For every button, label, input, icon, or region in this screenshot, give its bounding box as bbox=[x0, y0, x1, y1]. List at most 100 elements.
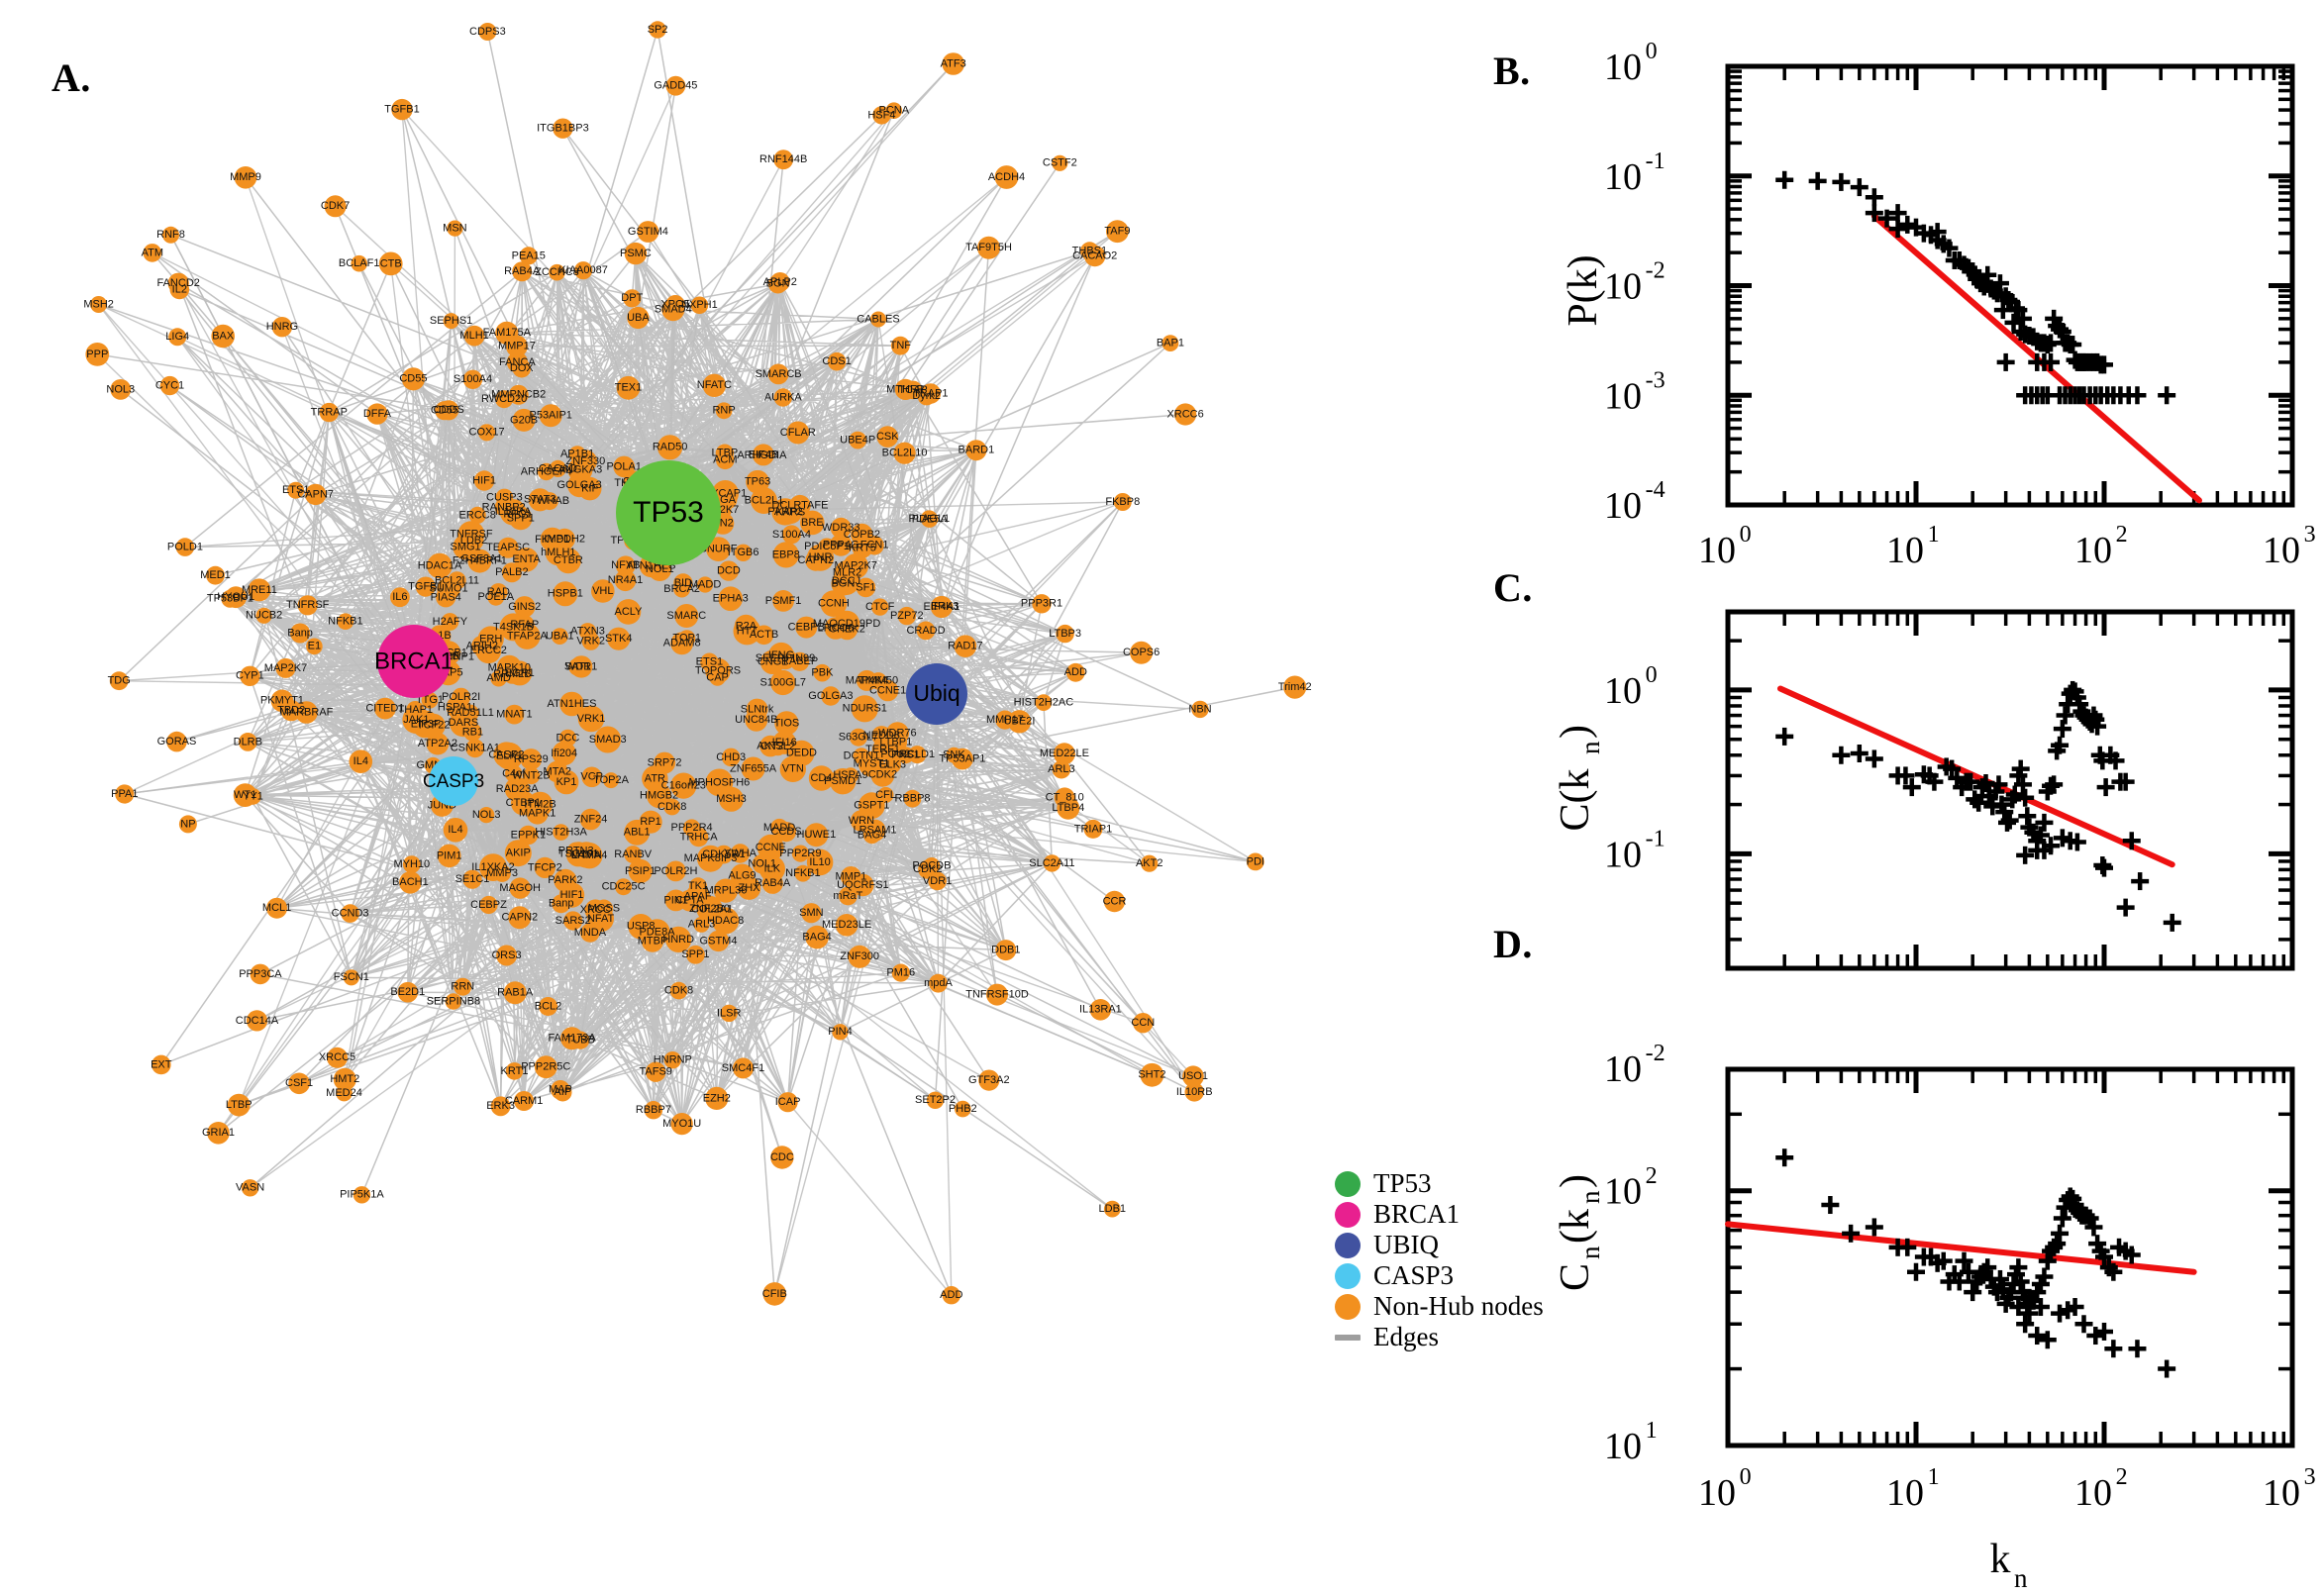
network-node[interactable] bbox=[805, 549, 827, 571]
network-node[interactable] bbox=[657, 435, 683, 460]
network-node[interactable] bbox=[986, 983, 1008, 1006]
network-node[interactable] bbox=[795, 616, 818, 639]
network-node[interactable] bbox=[594, 726, 622, 753]
network-node[interactable] bbox=[977, 236, 1000, 259]
network-node[interactable] bbox=[508, 384, 529, 405]
network-node[interactable] bbox=[241, 1179, 259, 1197]
network-node[interactable] bbox=[246, 1010, 268, 1032]
network-node[interactable] bbox=[1043, 854, 1061, 872]
network-node[interactable] bbox=[916, 621, 936, 641]
network-node[interactable] bbox=[421, 692, 439, 709]
network-node[interactable] bbox=[445, 993, 462, 1010]
network-node[interactable] bbox=[591, 579, 615, 603]
network-node[interactable] bbox=[1080, 242, 1099, 260]
network-node[interactable] bbox=[462, 869, 482, 889]
network-node[interactable] bbox=[454, 977, 472, 996]
network-node[interactable] bbox=[721, 748, 741, 767]
network-node[interactable] bbox=[942, 52, 964, 75]
network-node[interactable] bbox=[502, 664, 522, 684]
network-node[interactable] bbox=[490, 670, 507, 687]
network-node[interactable] bbox=[568, 446, 586, 462]
network-node[interactable] bbox=[995, 710, 1015, 730]
network-node[interactable] bbox=[872, 106, 891, 125]
network-node[interactable] bbox=[674, 604, 699, 628]
network-node[interactable] bbox=[478, 424, 496, 442]
network-node[interactable] bbox=[211, 324, 235, 349]
network-node[interactable] bbox=[587, 905, 614, 933]
network-node[interactable] bbox=[693, 916, 710, 933]
hub-node-tp53[interactable] bbox=[616, 460, 721, 565]
network-node[interactable] bbox=[705, 1086, 729, 1110]
network-node[interactable] bbox=[624, 846, 643, 863]
network-node[interactable] bbox=[280, 700, 302, 722]
network-node[interactable] bbox=[539, 404, 562, 428]
network-node[interactable] bbox=[884, 756, 901, 773]
network-node[interactable] bbox=[574, 261, 593, 280]
network-node[interactable] bbox=[754, 447, 770, 463]
network-node[interactable] bbox=[890, 336, 910, 355]
network-node[interactable] bbox=[954, 635, 977, 657]
network-node[interactable] bbox=[871, 598, 889, 616]
network-node[interactable] bbox=[842, 767, 859, 784]
network-node[interactable] bbox=[250, 963, 271, 985]
network-node[interactable] bbox=[554, 528, 575, 550]
hub-node-ubiq[interactable] bbox=[906, 663, 967, 725]
network-node[interactable] bbox=[827, 351, 847, 371]
network-node[interactable] bbox=[496, 945, 518, 966]
network-node[interactable] bbox=[627, 306, 650, 330]
network-node[interactable] bbox=[505, 335, 528, 357]
network-node[interactable] bbox=[856, 577, 876, 598]
network-node[interactable] bbox=[390, 587, 410, 608]
network-node[interactable] bbox=[560, 1027, 584, 1050]
network-node[interactable] bbox=[893, 442, 916, 464]
network-node[interactable] bbox=[518, 825, 539, 846]
network-node[interactable] bbox=[897, 747, 914, 764]
network-node[interactable] bbox=[706, 537, 731, 561]
network-node[interactable] bbox=[512, 358, 532, 378]
network-node[interactable] bbox=[777, 1092, 798, 1113]
network-node[interactable] bbox=[942, 1286, 960, 1305]
hub-node-brca1[interactable] bbox=[377, 625, 451, 698]
network-node[interactable] bbox=[397, 981, 419, 1003]
network-node[interactable] bbox=[644, 1101, 663, 1120]
network-node[interactable] bbox=[788, 740, 815, 766]
network-node[interactable] bbox=[487, 588, 505, 606]
network-node[interactable] bbox=[581, 766, 602, 788]
network-node[interactable] bbox=[930, 595, 954, 619]
network-node[interactable] bbox=[553, 824, 569, 841]
network-node[interactable] bbox=[1141, 854, 1159, 872]
network-node[interactable] bbox=[891, 963, 910, 982]
network-node[interactable] bbox=[324, 195, 347, 218]
network-node[interactable] bbox=[1035, 694, 1053, 711]
network-node[interactable] bbox=[1113, 493, 1132, 511]
network-node[interactable] bbox=[554, 769, 579, 795]
network-node[interactable] bbox=[499, 613, 528, 642]
network-node[interactable] bbox=[255, 607, 272, 624]
network-node[interactable] bbox=[851, 810, 872, 832]
network-node[interactable] bbox=[501, 562, 522, 583]
network-node[interactable] bbox=[463, 325, 485, 347]
network-node[interactable] bbox=[1140, 1062, 1164, 1087]
network-node[interactable] bbox=[238, 733, 257, 751]
network-node[interactable] bbox=[1103, 890, 1126, 913]
network-node[interactable] bbox=[478, 23, 497, 41]
network-node[interactable] bbox=[719, 786, 744, 812]
network-node[interactable] bbox=[720, 1004, 738, 1023]
network-node[interactable] bbox=[1053, 743, 1075, 765]
network-node[interactable] bbox=[791, 845, 810, 862]
network-node[interactable] bbox=[556, 548, 581, 574]
network-node[interactable] bbox=[840, 866, 861, 887]
network-node[interactable] bbox=[697, 845, 724, 872]
network-node[interactable] bbox=[514, 548, 539, 572]
network-node[interactable] bbox=[615, 555, 636, 576]
network-node[interactable] bbox=[665, 75, 686, 96]
network-node[interactable] bbox=[818, 538, 836, 556]
network-node[interactable] bbox=[1007, 710, 1032, 734]
network-node[interactable] bbox=[175, 538, 195, 556]
network-node[interactable] bbox=[497, 537, 519, 558]
network-node[interactable] bbox=[830, 534, 853, 556]
network-node[interactable] bbox=[513, 596, 536, 618]
network-node[interactable] bbox=[569, 655, 593, 678]
network-node[interactable] bbox=[820, 590, 848, 617]
network-node[interactable] bbox=[554, 1083, 572, 1102]
